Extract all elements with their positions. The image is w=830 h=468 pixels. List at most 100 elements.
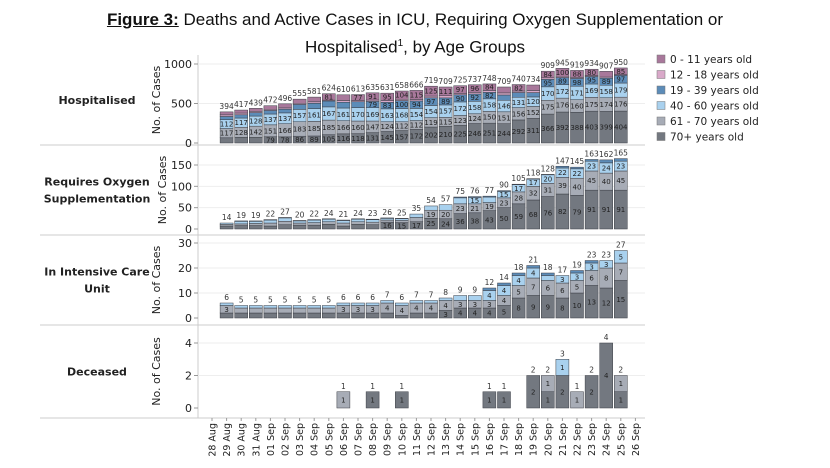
- x-tick-label: 30 Aug: [237, 423, 248, 457]
- x-tick-label: 02 Sep: [281, 423, 292, 456]
- bar-segment: [336, 101, 351, 109]
- title-line1: Deaths and Active Cases in ICU, Requirin…: [178, 10, 724, 29]
- segment-label: 166: [337, 124, 351, 132]
- bar-segment: [380, 300, 394, 304]
- total-label: 6: [341, 293, 346, 302]
- total-label: 165: [614, 149, 629, 158]
- y-tick-label: 0: [185, 137, 192, 150]
- bar-segment: [278, 307, 292, 314]
- total-label: 19: [236, 211, 246, 220]
- segment-label: 3: [473, 301, 477, 309]
- bar-segment: [219, 111, 234, 116]
- total-label: 18: [543, 263, 553, 272]
- segment-label: 50: [500, 215, 509, 223]
- bar-segment: [541, 70, 555, 79]
- x-tick-label: 13 Sep: [441, 423, 452, 456]
- total-label: 581: [307, 87, 322, 96]
- segment-label: 90: [456, 95, 465, 103]
- bar-segment: [351, 94, 365, 101]
- segment-label: 7: [619, 268, 623, 276]
- segment-label: 28: [514, 194, 523, 202]
- bar-segment: [482, 83, 497, 91]
- segment-label: 7: [531, 283, 535, 291]
- x-tick-label: 12 Sep: [427, 423, 438, 456]
- segment-label: 4: [385, 305, 390, 313]
- total-label: 147: [555, 156, 570, 165]
- segment-label: 117: [220, 130, 233, 138]
- bar-segment: [541, 275, 555, 281]
- segment-label: 123: [454, 117, 467, 125]
- segment-label: 24: [602, 164, 611, 172]
- segment-label: 1: [400, 396, 404, 404]
- total-label: 25: [397, 208, 407, 217]
- segment-label: 4: [502, 287, 507, 295]
- bar-segment: [395, 315, 409, 319]
- segment-label: 8: [560, 305, 564, 313]
- bar-segment: [351, 312, 365, 319]
- bar-segment: [365, 92, 380, 101]
- bar-segment: [219, 222, 234, 225]
- bar-segment: [336, 391, 351, 409]
- total-label: 610: [336, 85, 351, 94]
- bar-segment: [307, 103, 321, 109]
- bar-segment: [365, 219, 380, 223]
- bar-segment: [234, 223, 248, 226]
- bar-segment: [438, 95, 453, 99]
- bar-segment: [570, 270, 584, 274]
- segment-label: 8: [516, 305, 520, 313]
- segment-label: 154: [424, 108, 438, 116]
- x-tick-label: 10 Sep: [397, 423, 408, 456]
- bar-segment: [234, 305, 248, 309]
- segment-label: 32: [529, 190, 538, 198]
- segment-label: 91: [616, 206, 625, 214]
- segment-label: 225: [454, 131, 467, 139]
- total-label: 17: [558, 266, 568, 275]
- y-tick-label: 500: [171, 98, 192, 111]
- segment-label: 10: [573, 302, 582, 310]
- total-label: 748: [482, 74, 497, 83]
- segment-label: 91: [602, 206, 611, 214]
- x-tick-label: 17 Sep: [500, 423, 511, 456]
- segment-label: 100: [395, 101, 408, 109]
- segment-label: 2: [560, 388, 564, 396]
- segment-label: 91: [587, 206, 596, 214]
- bar-segment: [292, 220, 307, 224]
- bar-segment: [511, 92, 526, 98]
- segment-label: 151: [264, 127, 277, 135]
- x-tick-label: 26 Sep: [631, 423, 642, 456]
- segment-label: 16: [383, 222, 392, 230]
- legend-label: 70+ years old: [670, 132, 744, 144]
- bar-segment: [614, 375, 628, 392]
- bar-segment: [351, 302, 365, 306]
- segment-label: 1: [370, 396, 374, 404]
- bar-segment: [555, 275, 570, 284]
- bar-segment: [336, 220, 351, 224]
- bar-segment: [424, 95, 438, 99]
- bar-segment: [249, 108, 263, 112]
- total-label: 709: [497, 77, 512, 86]
- segment-label: 3: [589, 263, 593, 271]
- segment-label: 17: [514, 185, 523, 193]
- bar-segment: [249, 312, 263, 319]
- bar-segment: [570, 391, 584, 409]
- y-tick-label: 10: [178, 287, 192, 300]
- segment-label: 210: [439, 131, 452, 139]
- x-tick-label: 09 Sep: [383, 423, 394, 456]
- total-label: 5: [297, 296, 302, 305]
- segment-label: 119: [424, 119, 437, 127]
- total-label: 9: [472, 286, 477, 295]
- segment-label: 128: [249, 118, 262, 126]
- bar-segment: [584, 260, 599, 264]
- total-label: 19: [572, 261, 582, 270]
- bar-segment: [380, 219, 394, 223]
- segment-label: 366: [541, 125, 555, 133]
- segment-label: 152: [527, 109, 540, 117]
- bar-segment: [395, 220, 409, 223]
- segment-label: 98: [573, 79, 582, 87]
- legend-swatch: [656, 70, 666, 79]
- bar-segment: [263, 307, 278, 314]
- segment-label: 157: [395, 133, 408, 141]
- x-tick-label: 05 Sep: [324, 423, 335, 456]
- bar-segment: [278, 221, 292, 225]
- bar-segment: [292, 305, 307, 309]
